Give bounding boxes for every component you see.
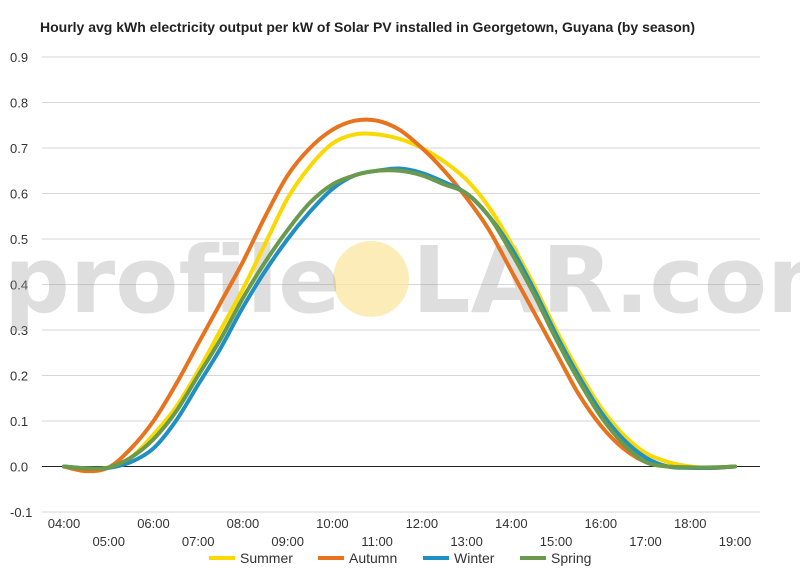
y-tick-label: 0.2 <box>10 369 28 384</box>
series-line-summer <box>62 131 737 471</box>
x-tick-label: 18:00 <box>674 516 707 531</box>
legend-label-autumn: Autumn <box>349 550 397 566</box>
x-tick-label: 09:00 <box>271 534 304 549</box>
legend-swatch-winter <box>423 556 449 560</box>
legend-label-summer: Summer <box>240 550 293 566</box>
x-tick-label: 13:00 <box>450 534 483 549</box>
y-tick-label: -0.1 <box>10 505 32 520</box>
x-tick-label: 04:00 <box>48 516 81 531</box>
y-tick-label: 0.8 <box>10 96 28 111</box>
y-tick-label: 0.6 <box>10 187 28 202</box>
x-tick-label: 14:00 <box>495 516 528 531</box>
x-tick-label: 06:00 <box>137 516 170 531</box>
x-tick-label: 16:00 <box>585 516 618 531</box>
y-tick-label: 0.7 <box>10 141 28 156</box>
x-tick-label: 17:00 <box>629 534 662 549</box>
x-tick-label: 15:00 <box>540 534 573 549</box>
x-tick-label: 05:00 <box>92 534 125 549</box>
watermark-text: profile <box>4 227 341 334</box>
series-line-winter <box>62 166 737 471</box>
x-tick-label: 10:00 <box>316 516 349 531</box>
legend-label-winter: Winter <box>454 550 495 566</box>
x-tick-label: 08:00 <box>227 516 260 531</box>
watermark-text: LAR.com <box>412 227 800 334</box>
legend-swatch-spring <box>520 556 546 560</box>
y-tick-label: 0.1 <box>10 414 28 429</box>
legend-label-spring: Spring <box>551 550 591 566</box>
x-tick-label: 11:00 <box>361 534 393 549</box>
y-tick-label: 0.5 <box>10 232 28 247</box>
series-line-autumn <box>62 117 737 474</box>
legend-swatch-autumn <box>318 556 344 560</box>
chart-title: Hourly avg kWh electricity output per kW… <box>40 19 696 35</box>
x-tick-label: 07:00 <box>182 534 215 549</box>
y-tick-label: 0.0 <box>10 460 28 475</box>
watermark-sun-icon <box>333 241 409 317</box>
legend-swatch-summer <box>209 556 235 560</box>
x-tick-label: 19:00 <box>719 534 752 549</box>
x-tick-label: 12:00 <box>406 516 439 531</box>
y-tick-label: 0.4 <box>10 278 28 293</box>
y-tick-label: 0.9 <box>10 50 28 65</box>
series-line-spring <box>62 168 737 471</box>
y-tick-label: 0.3 <box>10 323 28 338</box>
